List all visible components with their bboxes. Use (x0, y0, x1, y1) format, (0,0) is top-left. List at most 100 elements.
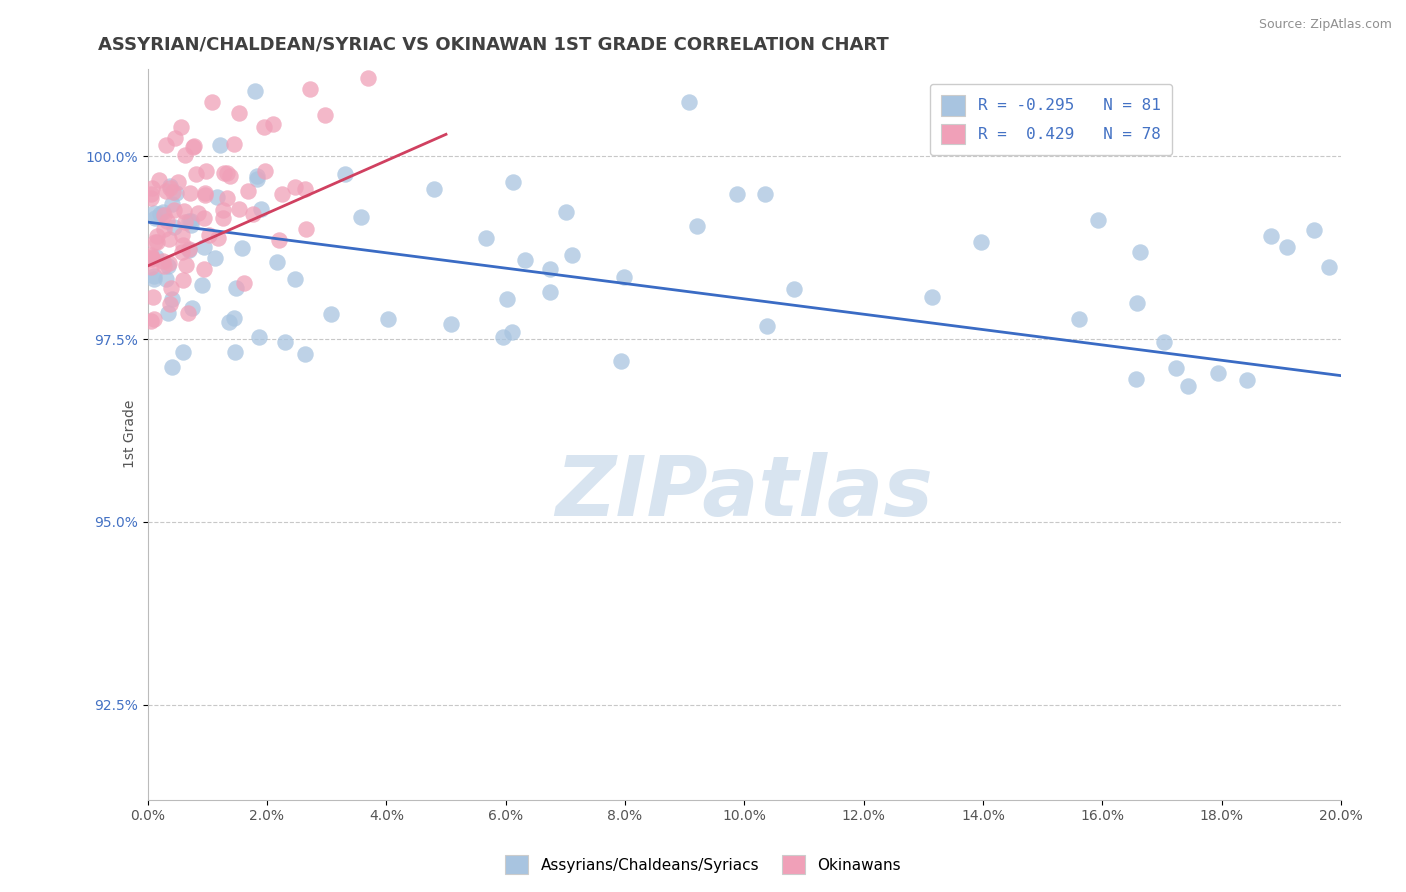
Point (246, 169, 269, 183)
Point (181, 301, 204, 315)
Point (160, 359, 183, 374)
Point (183, 139, 205, 153)
Point (172, 238, 194, 252)
Point (538, 262, 561, 277)
Point (159, 181, 181, 195)
Point (170, 245, 193, 260)
Point (172, 227, 194, 242)
Point (143, 235, 166, 249)
Point (162, 186, 184, 200)
Point (222, 137, 245, 152)
Point (160, 292, 183, 306)
Point (253, 120, 276, 134)
Point (755, 318, 778, 333)
Point (165, 186, 187, 201)
Point (141, 181, 163, 195)
Point (613, 270, 636, 285)
Y-axis label: 1st Grade: 1st Grade (122, 400, 136, 468)
Point (242, 207, 264, 221)
Point (228, 105, 250, 120)
Text: ZIPatlas: ZIPatlas (555, 452, 934, 533)
Point (515, 252, 537, 267)
Point (254, 164, 277, 178)
Point (139, 260, 162, 275)
Point (198, 228, 221, 243)
Point (177, 306, 200, 320)
Point (155, 185, 177, 199)
Point (141, 251, 163, 265)
Point (209, 137, 232, 152)
Point (194, 164, 217, 178)
Point (267, 233, 290, 247)
Point (1126, 296, 1149, 310)
Point (187, 206, 209, 220)
Point (163, 202, 186, 217)
Point (247, 329, 270, 343)
Point (475, 230, 498, 244)
Point (193, 261, 215, 276)
Point (440, 317, 463, 331)
Text: Source: ZipAtlas.com: Source: ZipAtlas.com (1258, 18, 1392, 31)
Point (294, 182, 316, 196)
Point (177, 243, 200, 257)
Point (215, 190, 238, 204)
Point (193, 211, 215, 226)
Point (156, 214, 179, 228)
Point (236, 184, 259, 198)
Point (1236, 373, 1258, 387)
Point (245, 172, 267, 186)
Point (141, 252, 163, 266)
Point (754, 187, 776, 202)
Point (157, 232, 180, 246)
Point (321, 307, 343, 321)
Point (159, 297, 181, 311)
Point (283, 180, 305, 194)
Point (1260, 229, 1282, 244)
Point (262, 117, 284, 131)
Point (172, 344, 194, 359)
Point (1067, 311, 1090, 326)
Legend: R = -0.295   N = 81, R =  0.429   N = 78: R = -0.295 N = 81, R = 0.429 N = 78 (929, 84, 1173, 155)
Point (163, 220, 186, 235)
Point (294, 346, 316, 360)
Point (1164, 360, 1187, 375)
Point (1317, 260, 1340, 275)
Text: ASSYRIAN/CHALDEAN/SYRIAC VS OKINAWAN 1ST GRADE CORRELATION CHART: ASSYRIAN/CHALDEAN/SYRIAC VS OKINAWAN 1ST… (98, 36, 889, 54)
Point (502, 175, 524, 189)
Point (166, 175, 188, 189)
Point (165, 131, 187, 145)
Point (156, 259, 179, 273)
Point (212, 211, 235, 225)
Point (159, 178, 181, 193)
Point (173, 215, 195, 229)
Point (143, 312, 166, 326)
Point (491, 330, 513, 344)
Point (921, 290, 943, 304)
Point (170, 120, 193, 134)
Point (179, 186, 201, 201)
Point (145, 229, 167, 244)
Point (180, 213, 202, 227)
Point (284, 272, 307, 286)
Point (243, 84, 266, 98)
Point (686, 219, 709, 233)
Point (184, 167, 207, 181)
Point (219, 169, 242, 184)
Point (153, 222, 176, 236)
Point (224, 345, 246, 359)
Point (194, 186, 217, 200)
Point (215, 167, 238, 181)
Point (142, 271, 165, 285)
Point (1087, 212, 1109, 227)
Point (225, 280, 247, 294)
Point (172, 273, 194, 287)
Point (142, 206, 165, 220)
Point (201, 95, 224, 109)
Point (274, 335, 297, 350)
Point (177, 213, 200, 227)
Point (204, 251, 226, 265)
Point (333, 167, 356, 181)
Point (266, 255, 288, 269)
Point (155, 272, 177, 286)
Point (180, 218, 202, 232)
